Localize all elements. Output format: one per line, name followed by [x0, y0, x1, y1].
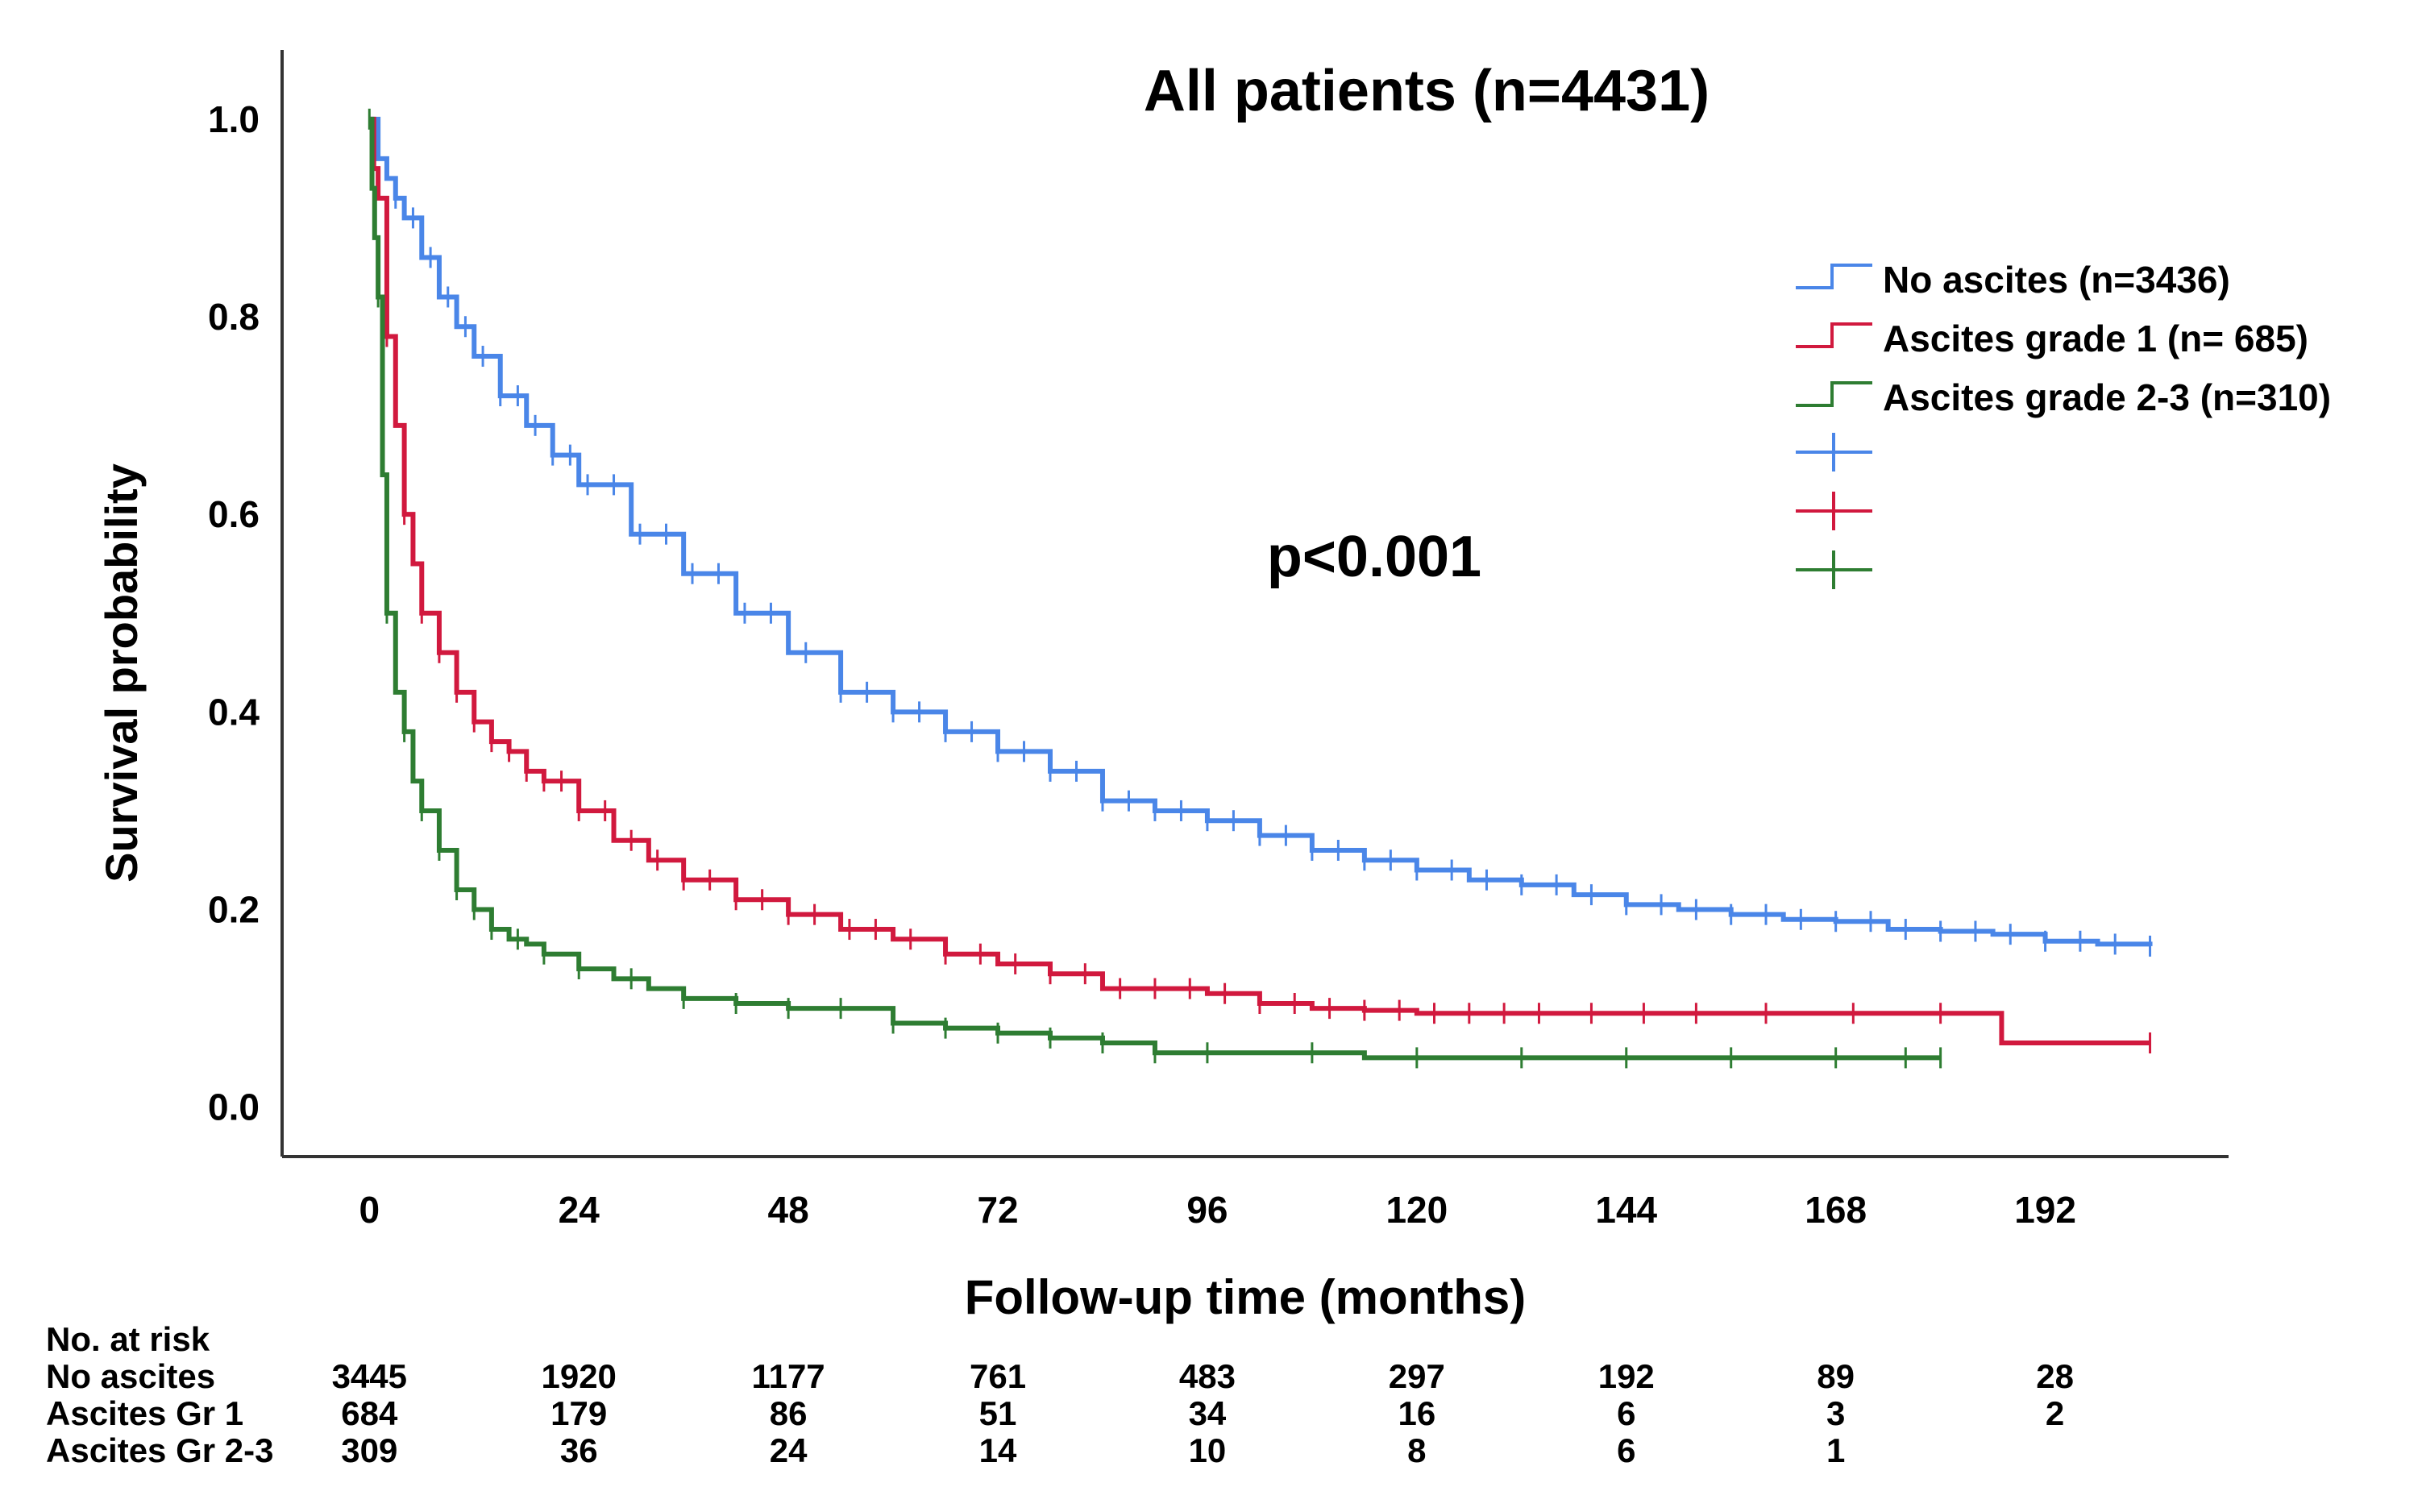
risk-count: 16: [1398, 1394, 1436, 1432]
risk-count: 89: [1817, 1357, 1855, 1395]
axes: [280, 50, 2229, 1158]
series-1: [369, 116, 2152, 1054]
risk-count: 684: [341, 1394, 398, 1432]
risk-count: 36: [559, 1431, 598, 1469]
risk-count: 2: [2045, 1394, 2065, 1432]
risk-count: 179: [550, 1394, 608, 1432]
legend: No ascites (n=3436) Ascites grade 1 (n= 6…: [1796, 259, 2331, 589]
risk-count: 192: [1597, 1357, 1655, 1395]
x-tick-label: 24: [559, 1189, 600, 1231]
chart-title: All patients (n=4431): [1144, 59, 1710, 123]
risk-row-label: Ascites Gr 1: [46, 1394, 244, 1432]
x-tick-label: 72: [977, 1189, 1018, 1231]
risk-count: 8: [1407, 1431, 1427, 1469]
x-tick-label: 96: [1186, 1189, 1228, 1231]
y-tick-label: 0.6: [208, 493, 260, 535]
y-tick-label: 1.0: [208, 98, 260, 140]
legend-swatch-1: [1796, 322, 1872, 348]
x-tick-label: 0: [359, 1189, 380, 1231]
risk-row-label: No ascites: [46, 1357, 216, 1395]
series-2: [368, 108, 1942, 1069]
risk-table-title: No. at risk: [46, 1320, 210, 1358]
risk-count: 28: [2036, 1357, 2074, 1395]
axis-ticks: 0 24 48 72 96 120 144 168 192 0.0 0.2 0.4 0.6 0.8 1.0: [208, 98, 2076, 1231]
x-axis-label: Follow-up time (months): [965, 1270, 1527, 1324]
risk-count: 1920: [541, 1357, 617, 1395]
risk-count: 1: [1826, 1431, 1846, 1469]
risk-count: 6: [1617, 1431, 1636, 1469]
y-tick-label: 0.0: [208, 1086, 260, 1128]
risk-count: 1177: [751, 1357, 825, 1395]
risk-count: 309: [341, 1431, 398, 1469]
risk-row-label: Ascites Gr 2-3: [46, 1431, 274, 1469]
risk-count: 14: [978, 1431, 1017, 1469]
risk-count: 34: [1188, 1394, 1227, 1432]
survival-curves: [368, 108, 2153, 1069]
risk-count: 3: [1826, 1394, 1846, 1432]
series-0: [369, 116, 2153, 957]
survival-curve-2: [369, 116, 1941, 1061]
legend-label-2: Ascites grade 2-3 (n=310): [1883, 376, 2331, 418]
y-tick-label: 0.4: [208, 691, 260, 733]
y-tick-label: 0.8: [208, 296, 260, 338]
legend-censor-2: [1796, 550, 1872, 589]
y-tick-label: 0.2: [208, 889, 260, 931]
risk-count: 297: [1388, 1357, 1445, 1395]
survival-curve-1: [369, 116, 2150, 1046]
risk-count: 3445: [331, 1357, 407, 1395]
risk-count: 24: [769, 1431, 808, 1469]
risk-count: 10: [1188, 1431, 1227, 1469]
legend-label-1: Ascites grade 1 (n= 685): [1883, 318, 2308, 359]
x-tick-label: 144: [1595, 1189, 1657, 1231]
legend-swatch-2: [1796, 381, 1872, 407]
survival-curve-0: [369, 116, 2153, 947]
risk-count: 483: [1178, 1357, 1236, 1395]
x-tick-label: 192: [2014, 1189, 2076, 1231]
legend-label-0: No ascites (n=3436): [1883, 259, 2230, 301]
x-tick-label: 120: [1385, 1189, 1448, 1231]
x-tick-label: 48: [768, 1189, 809, 1231]
legend-censor-0: [1796, 433, 1872, 471]
risk-count: 86: [769, 1394, 808, 1432]
x-tick-label: 168: [1805, 1189, 1867, 1231]
legend-swatch-0: [1796, 264, 1872, 289]
risk-count: 51: [978, 1394, 1017, 1432]
risk-count: 6: [1617, 1394, 1636, 1432]
p-value-annotation: p<0.001: [1267, 525, 1481, 589]
legend-censor-1: [1796, 492, 1872, 530]
risk-count: 761: [969, 1357, 1027, 1395]
y-axis-label: Survival probability: [96, 463, 147, 883]
